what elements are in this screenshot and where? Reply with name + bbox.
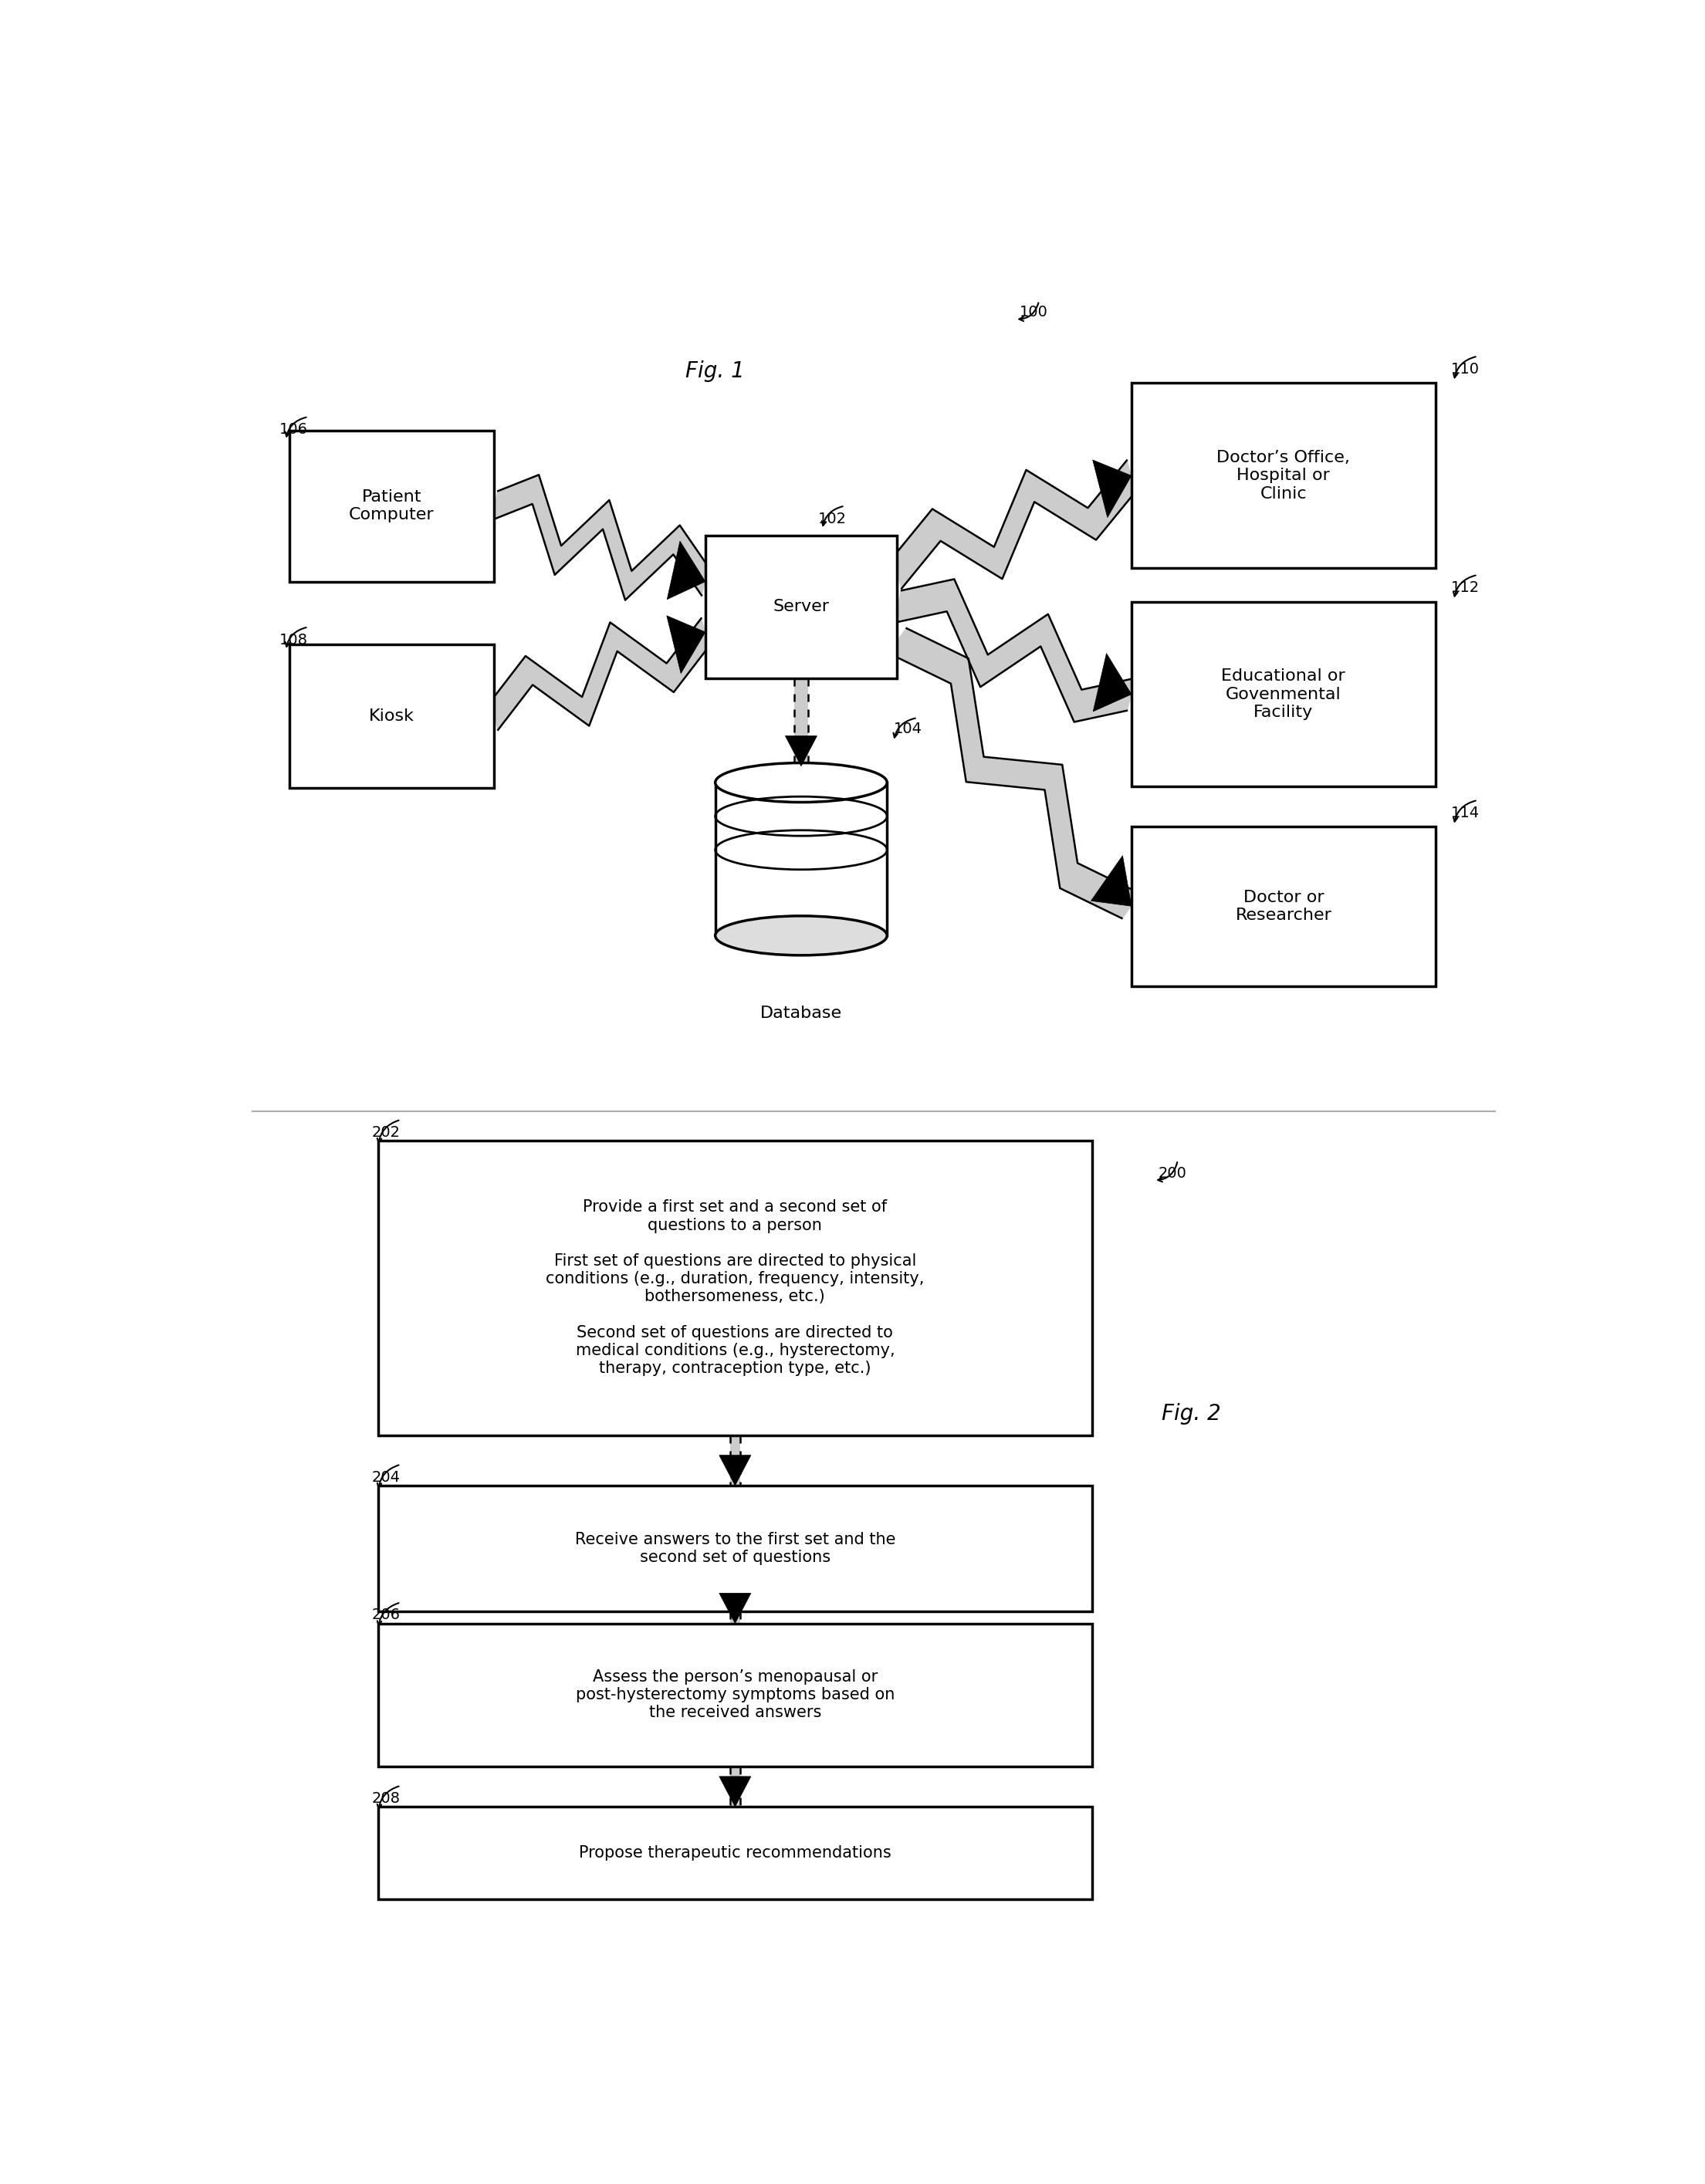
FancyBboxPatch shape	[1132, 382, 1436, 568]
Text: 208: 208	[372, 1791, 401, 1806]
Polygon shape	[888, 627, 1141, 919]
FancyBboxPatch shape	[290, 430, 494, 581]
Polygon shape	[893, 579, 1136, 723]
Polygon shape	[667, 542, 706, 598]
Text: 104: 104	[893, 721, 922, 736]
Text: 202: 202	[372, 1125, 401, 1140]
Text: Server: Server	[772, 598, 829, 614]
FancyBboxPatch shape	[379, 1485, 1091, 1612]
Polygon shape	[667, 616, 706, 673]
Text: Patient
Computer: Patient Computer	[350, 489, 435, 522]
Text: Kiosk: Kiosk	[368, 708, 414, 723]
Ellipse shape	[716, 915, 887, 954]
Polygon shape	[730, 1435, 740, 1485]
Text: Doctor’s Office,
Hospital or
Clinic: Doctor’s Office, Hospital or Clinic	[1217, 450, 1350, 502]
Ellipse shape	[716, 762, 887, 802]
FancyBboxPatch shape	[379, 1623, 1091, 1767]
FancyBboxPatch shape	[290, 644, 494, 788]
Polygon shape	[893, 459, 1136, 590]
Text: 114: 114	[1451, 806, 1480, 821]
Text: 204: 204	[372, 1470, 401, 1485]
Polygon shape	[491, 474, 709, 601]
FancyBboxPatch shape	[379, 1140, 1091, 1435]
Polygon shape	[720, 1592, 750, 1623]
Text: 110: 110	[1451, 363, 1480, 376]
Polygon shape	[786, 736, 817, 767]
Polygon shape	[1093, 653, 1132, 712]
Text: 206: 206	[372, 1607, 401, 1623]
FancyBboxPatch shape	[706, 535, 897, 679]
FancyBboxPatch shape	[1132, 603, 1436, 786]
Polygon shape	[1091, 856, 1132, 906]
Text: Educational or
Govenmental
Facility: Educational or Govenmental Facility	[1221, 668, 1345, 721]
Polygon shape	[730, 1612, 740, 1623]
FancyBboxPatch shape	[379, 1806, 1091, 1900]
Text: Doctor or
Researcher: Doctor or Researcher	[1234, 889, 1332, 924]
Text: 200: 200	[1158, 1166, 1187, 1182]
Text: Database: Database	[760, 1005, 842, 1020]
Polygon shape	[720, 1776, 750, 1806]
Polygon shape	[730, 1767, 740, 1806]
Polygon shape	[491, 618, 709, 732]
Text: 100: 100	[1020, 306, 1047, 319]
Text: Assess the person’s menopausal or
post-hysterectomy symptoms based on
the receiv: Assess the person’s menopausal or post-h…	[576, 1669, 895, 1721]
Text: Receive answers to the first set and the
second set of questions: Receive answers to the first set and the…	[575, 1531, 895, 1566]
Polygon shape	[1093, 461, 1132, 518]
Text: 112: 112	[1451, 581, 1480, 594]
Polygon shape	[720, 1455, 750, 1485]
Polygon shape	[795, 679, 808, 767]
FancyBboxPatch shape	[716, 782, 887, 935]
Text: 106: 106	[280, 422, 307, 437]
Text: 108: 108	[280, 633, 307, 646]
Text: Propose therapeutic recommendations: Propose therapeutic recommendations	[580, 1845, 892, 1861]
Text: Fig. 1: Fig. 1	[685, 360, 745, 382]
Text: Provide a first set and a second set of
questions to a person

First set of ques: Provide a first set and a second set of …	[546, 1199, 924, 1376]
Text: Fig. 2: Fig. 2	[1161, 1404, 1221, 1424]
Text: 102: 102	[818, 511, 847, 526]
FancyBboxPatch shape	[1132, 826, 1436, 985]
